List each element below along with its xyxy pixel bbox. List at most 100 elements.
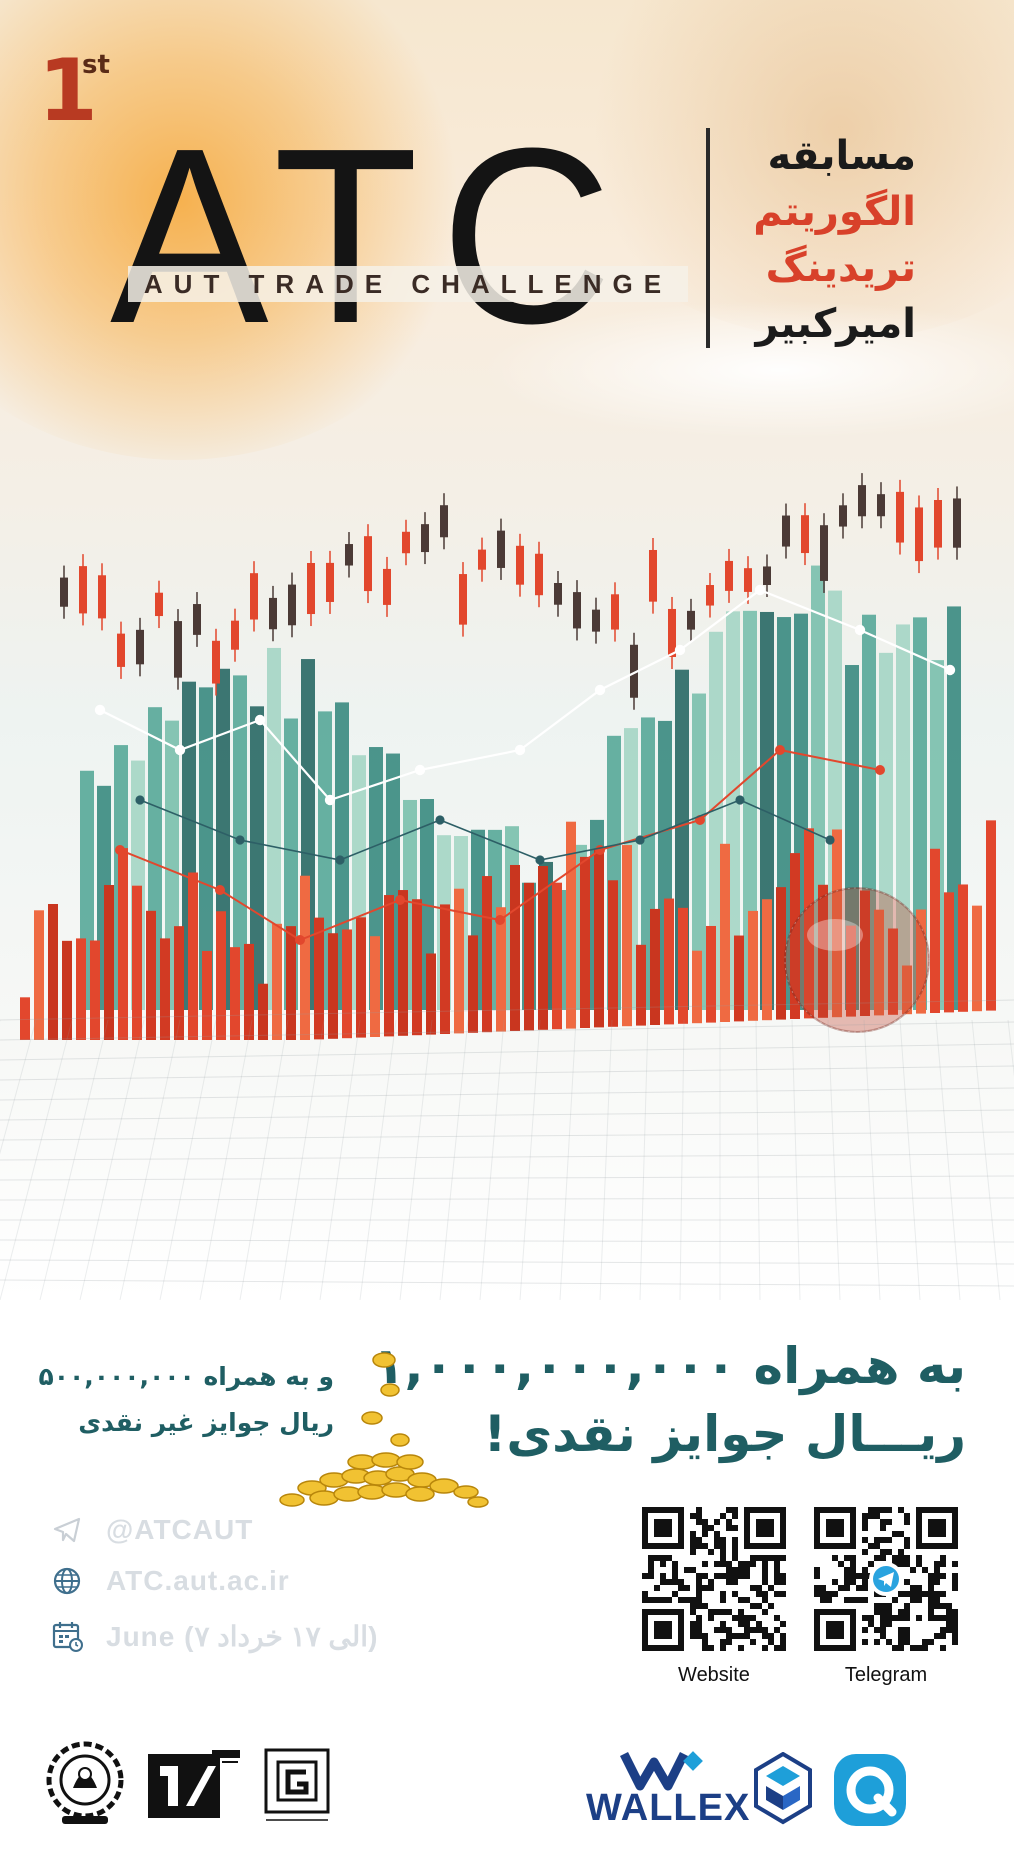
qr-module <box>702 1561 708 1567</box>
qr-module <box>714 1543 720 1549</box>
telegram-qr-label: Telegram <box>844 1664 928 1686</box>
globe-icon <box>50 1564 84 1598</box>
red-bar <box>216 911 226 1040</box>
trend-line <box>139 799 831 861</box>
candle-body <box>877 494 885 517</box>
qr-module <box>892 1615 898 1621</box>
candle-body <box>231 620 239 650</box>
qr-module <box>708 1585 714 1591</box>
candle-body <box>117 633 125 667</box>
teal-bar <box>896 624 910 1010</box>
qr-module <box>904 1513 910 1519</box>
red-bar <box>272 923 282 1040</box>
qr-module <box>672 1573 678 1579</box>
candle-body <box>858 485 866 517</box>
qr-module <box>862 1585 868 1591</box>
qr-module <box>690 1543 696 1549</box>
qr-module <box>832 1555 838 1561</box>
qr-module <box>862 1567 868 1573</box>
qr-module <box>720 1513 726 1519</box>
qr-module <box>880 1603 886 1609</box>
qr-finder <box>654 1519 672 1537</box>
qr-module <box>952 1579 958 1585</box>
edition-suffix: st <box>82 50 110 80</box>
candle-body <box>706 585 714 606</box>
persian-title: مسابقه الگوریتم تریدینگ امیرکبیر <box>720 128 916 352</box>
qr-module <box>726 1573 732 1579</box>
qr-module <box>952 1627 958 1633</box>
red-bar <box>90 940 100 1040</box>
trend-point <box>135 795 145 805</box>
qr-module <box>762 1573 768 1579</box>
hero-brush-stroke <box>480 300 1014 440</box>
telegram-qr-code[interactable] <box>812 1505 960 1653</box>
qr-module <box>940 1561 946 1567</box>
qr-module <box>696 1543 702 1549</box>
red-bar <box>76 938 86 1040</box>
qr-module <box>738 1633 744 1639</box>
website-url[interactable]: ATC.aut.ac.ir <box>106 1565 290 1596</box>
contact-website[interactable]: ATC.aut.ac.ir <box>50 1561 290 1601</box>
qr-module <box>862 1537 868 1543</box>
qr-module <box>862 1579 868 1585</box>
qr-module <box>702 1573 708 1579</box>
qr-module <box>880 1609 886 1615</box>
qr-module <box>880 1519 886 1525</box>
qr-module <box>774 1579 780 1585</box>
qr-module <box>720 1561 726 1567</box>
website-qr-code[interactable] <box>640 1505 788 1653</box>
title-line-4: امیرکبیر <box>755 301 917 347</box>
qr-module <box>850 1597 856 1603</box>
trend-lines <box>94 584 956 945</box>
qr-module <box>690 1621 696 1627</box>
telegram-handle[interactable]: @ATCAUT <box>106 1514 254 1545</box>
qr-module <box>868 1561 874 1567</box>
red-bar <box>482 876 492 1033</box>
qr-module <box>690 1633 696 1639</box>
qr-module <box>904 1555 910 1561</box>
red-bar <box>678 907 688 1024</box>
qr-module <box>744 1621 750 1627</box>
qr-module <box>868 1621 874 1627</box>
trend-point <box>825 835 835 845</box>
qr-module <box>874 1507 880 1513</box>
qr-module <box>696 1591 702 1597</box>
qr-module <box>780 1591 786 1597</box>
qr-module <box>952 1609 958 1615</box>
qr-module <box>708 1579 714 1585</box>
contact-telegram[interactable]: @ATCAUT <box>50 1510 253 1550</box>
qr-module <box>928 1573 934 1579</box>
qr-module <box>952 1561 958 1567</box>
qr-module <box>898 1609 904 1615</box>
trend-point <box>395 895 405 905</box>
qr-module <box>714 1537 720 1543</box>
qr-finder <box>756 1519 774 1537</box>
qr-module <box>820 1597 826 1603</box>
red-bar <box>832 829 842 1018</box>
qr-module <box>898 1561 904 1567</box>
qr-module <box>832 1591 838 1597</box>
qr-module <box>844 1555 850 1561</box>
qr-module <box>744 1561 750 1567</box>
qr-module <box>720 1627 726 1633</box>
red-bar <box>944 892 954 1013</box>
qr-module <box>744 1567 750 1573</box>
telegram-icon <box>50 1513 84 1547</box>
qr-module <box>928 1591 934 1597</box>
qr-module <box>844 1579 850 1585</box>
trend-point <box>754 584 766 596</box>
red-bar <box>818 884 828 1018</box>
qr-module <box>916 1597 922 1603</box>
qr-module <box>690 1609 696 1615</box>
qr-module <box>690 1567 696 1573</box>
qr-module <box>744 1573 750 1579</box>
candle-body <box>649 549 657 602</box>
candle-body <box>611 594 619 630</box>
candle-body <box>440 505 448 538</box>
qr-module <box>732 1591 738 1597</box>
qr-module <box>850 1567 856 1573</box>
qr-module <box>922 1591 928 1597</box>
qr-module <box>690 1627 696 1633</box>
secondary-prize: و به همراه ۵۰۰,۰۰۰,۰۰۰ ریال جوایز غیر نق… <box>18 1355 334 1447</box>
qr-module <box>744 1633 750 1639</box>
